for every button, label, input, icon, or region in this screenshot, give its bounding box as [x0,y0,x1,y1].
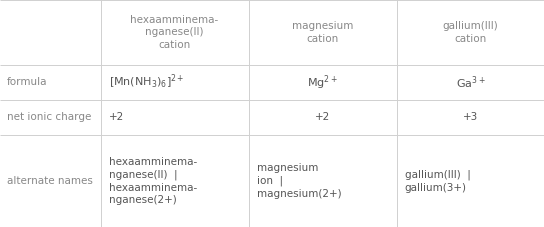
Text: hexaamminema-
nganese(II)  |
hexaamminema-
nganese(2+): hexaamminema- nganese(II) | hexaamminema… [109,157,197,205]
Text: magnesium
ion  |
magnesium(2+): magnesium ion | magnesium(2+) [257,163,342,199]
Text: +2: +2 [109,112,124,123]
Text: magnesium
cation: magnesium cation [292,21,353,44]
Text: $\mathrm{Mg}^{2+}$: $\mathrm{Mg}^{2+}$ [307,73,338,91]
Text: $[\mathrm{Mn(NH_3)_6}]^{2+}$: $[\mathrm{Mn(NH_3)_6}]^{2+}$ [109,73,184,91]
Text: +2: +2 [315,112,330,123]
Text: gallium(III)  |
gallium(3+): gallium(III) | gallium(3+) [405,169,471,193]
Text: $\mathrm{Ga}^{3+}$: $\mathrm{Ga}^{3+}$ [456,74,485,91]
Text: net ionic charge: net ionic charge [7,112,91,123]
Text: +3: +3 [463,112,478,123]
Text: formula: formula [7,77,47,87]
Text: alternate names: alternate names [7,176,92,186]
Text: gallium(III)
cation: gallium(III) cation [443,21,498,44]
Text: hexaamminema-
nganese(II)
cation: hexaamminema- nganese(II) cation [131,15,219,50]
